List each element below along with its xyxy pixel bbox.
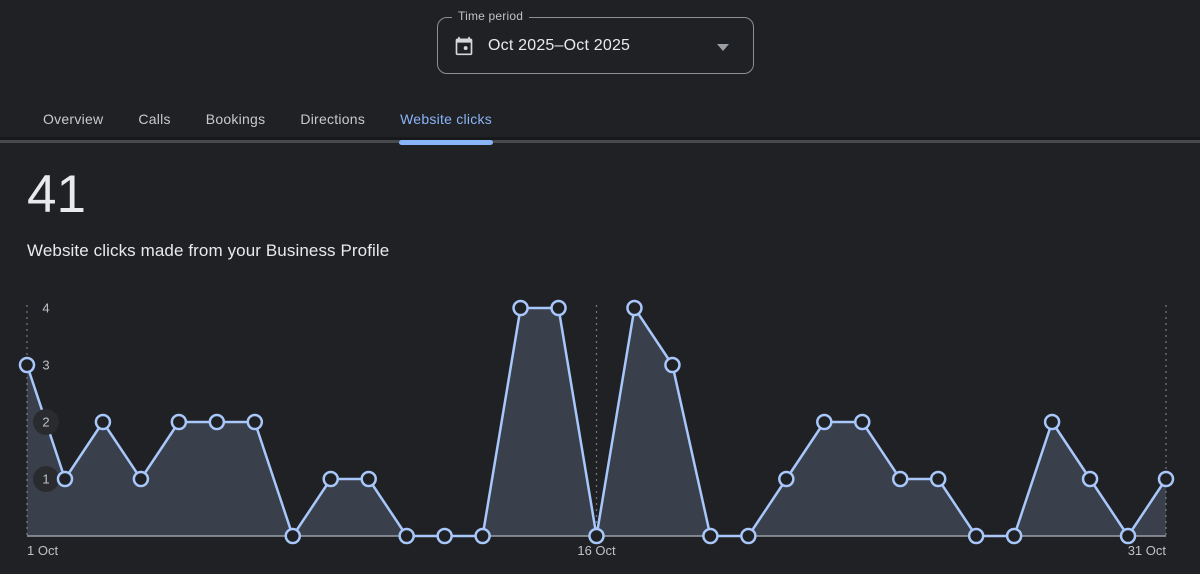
data-point-17-oct[interactable] (626, 299, 643, 317)
metric-value: 41 (27, 165, 86, 224)
x-tick-label-1-oct: 1 Oct (27, 543, 58, 558)
data-point-9-oct[interactable] (322, 470, 339, 488)
tab-bar-shadow (0, 137, 1200, 140)
time-period-select[interactable]: Time period Oct 2025–Oct 2025 (437, 9, 754, 74)
tab-bookings[interactable]: Bookings (205, 96, 267, 141)
tab-website-clicks[interactable]: Website clicks (399, 96, 494, 145)
y-tick-badge-1 (33, 466, 59, 492)
calendar-icon (454, 36, 474, 56)
data-point-7-oct[interactable] (246, 413, 264, 431)
tab-overview[interactable]: Overview (42, 96, 104, 141)
tab-label: Bookings (205, 110, 266, 127)
data-point-14-oct[interactable] (512, 299, 529, 317)
data-point-5-oct[interactable] (170, 413, 188, 431)
data-point-24-oct[interactable] (891, 470, 909, 488)
data-point-4-oct[interactable] (132, 470, 150, 488)
data-point-29-oct[interactable] (1081, 470, 1099, 488)
y-tick-label-2: 2 (42, 415, 49, 430)
data-point-1-oct[interactable] (18, 356, 36, 374)
x-tick-label-31-oct: 31 Oct (1128, 543, 1167, 558)
active-tab-indicator (399, 140, 494, 145)
y-tick-label-1: 1 (42, 472, 49, 487)
data-point-30-oct[interactable] (1119, 527, 1137, 545)
data-point-28-oct[interactable] (1043, 413, 1061, 431)
data-point-15-oct[interactable] (550, 299, 567, 317)
data-point-20-oct[interactable] (740, 527, 757, 545)
data-point-8-oct[interactable] (284, 527, 302, 545)
data-point-19-oct[interactable] (702, 527, 719, 545)
data-point-26-oct[interactable] (967, 527, 985, 545)
data-point-3-oct[interactable] (94, 413, 112, 431)
data-point-10-oct[interactable] (360, 470, 377, 488)
tab-bar: Overview Calls Bookings Directions Website c… (0, 96, 1200, 145)
tab-directions[interactable]: Directions (299, 96, 366, 141)
tab-label: Calls (138, 110, 171, 127)
data-point-16-oct[interactable] (588, 527, 605, 545)
data-point-27-oct[interactable] (1005, 527, 1023, 545)
x-tick-label-16-oct: 16 Oct (577, 543, 616, 558)
metric-description: Website clicks made from your Business P… (27, 241, 390, 260)
website-clicks-chart: 4 3 2 1 1 Oct 16 Oct 31 Oct (18, 299, 1175, 558)
dropdown-arrow-icon (717, 43, 729, 51)
y-tick-badge-2 (33, 409, 59, 435)
data-point-22-oct[interactable] (816, 413, 833, 431)
data-point-31-oct[interactable] (1157, 470, 1175, 488)
data-point-18-oct[interactable] (664, 356, 681, 374)
y-tick-label-4: 4 (42, 301, 49, 316)
data-point-12-oct[interactable] (436, 527, 453, 545)
data-point-23-oct[interactable] (854, 413, 871, 431)
y-tick-label-3: 3 (42, 358, 49, 373)
tab-calls[interactable]: Calls (137, 96, 171, 141)
time-period-value: Oct 2025–Oct 2025 (488, 36, 631, 54)
tab-label: Overview (43, 110, 104, 127)
data-point-2-oct[interactable] (56, 470, 74, 488)
data-point-6-oct[interactable] (208, 413, 226, 431)
data-point-13-oct[interactable] (474, 527, 491, 545)
tab-label: Website clicks (400, 110, 493, 127)
tab-bar-divider (0, 140, 1200, 143)
data-point-21-oct[interactable] (778, 470, 795, 488)
data-point-25-oct[interactable] (929, 470, 947, 488)
area-fill (27, 308, 1166, 536)
time-period-label: Time period (452, 9, 530, 23)
tab-label: Directions (300, 110, 366, 127)
data-point-11-oct[interactable] (398, 527, 415, 545)
